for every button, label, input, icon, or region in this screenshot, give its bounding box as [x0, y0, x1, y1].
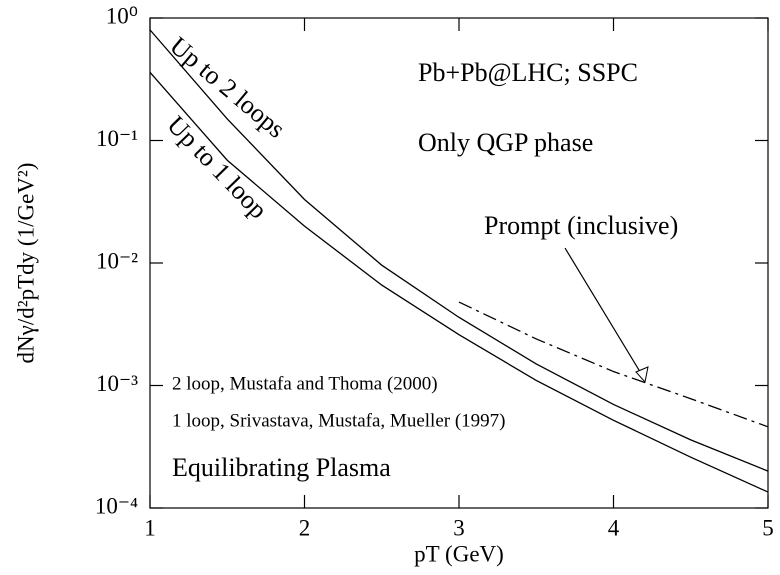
x-tick-label: 4 [608, 515, 620, 540]
y-tick-label: 10⁻¹ [96, 126, 138, 151]
arrow-head [635, 366, 649, 384]
annotation: 2 loop, Mustafa and Thoma (2000) [172, 373, 438, 394]
annotation: 1 loop, Srivastava, Mustafa, Mueller (19… [172, 410, 505, 431]
annotation: Only QGP phase [418, 128, 593, 157]
x-tick-label: 5 [762, 515, 774, 540]
y-tick-label: 10⁻² [96, 248, 138, 273]
x-tick-label: 2 [299, 515, 311, 540]
series-line [458, 301, 769, 428]
series-label: Prompt (inclusive) [484, 211, 678, 240]
y-tick-label: 10⁻³ [96, 371, 138, 396]
annotation: Pb+Pb@LHC; SSPC [418, 58, 638, 87]
annotation-arrow [564, 247, 646, 381]
x-tick-label: 3 [453, 515, 465, 540]
y-tick-label: 10⁻⁴ [95, 493, 138, 518]
y-axis-label: dNγ/d²pTdy (1/GeV²) [13, 163, 38, 364]
annotation: Equilibrating Plasma [172, 453, 391, 482]
x-axis-label: pT (GeV) [414, 541, 504, 566]
y-tick-label: 10⁰ [106, 3, 138, 28]
x-tick-label: 1 [144, 515, 156, 540]
series-line [149, 29, 769, 472]
series-line [149, 71, 769, 493]
